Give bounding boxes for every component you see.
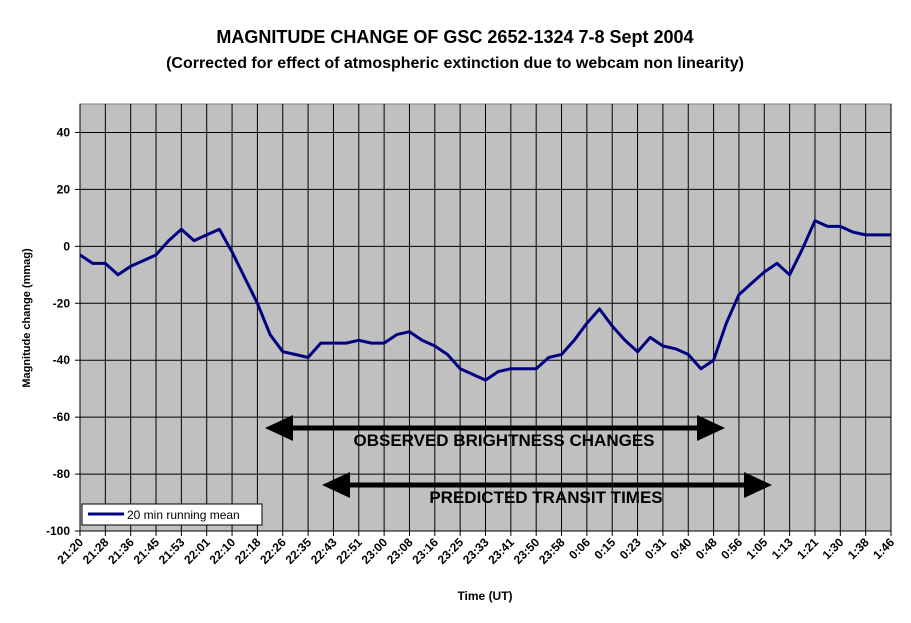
annotation: PREDICTED TRANSIT TIMES: [429, 488, 662, 507]
x-tick-label: 23:08: [384, 535, 416, 567]
y-tick-label: 20: [57, 182, 71, 196]
x-tick-label: 22:10: [207, 535, 239, 567]
x-tick-label: 0:48: [693, 535, 720, 562]
x-tick-label: 21:36: [105, 535, 137, 567]
x-axis-label: Time (UT): [457, 589, 512, 603]
x-tick-label: 21:20: [55, 535, 87, 567]
x-tick-label: 0:23: [617, 535, 644, 562]
y-tick-label: -20: [53, 296, 71, 310]
x-tick-label: 22:35: [283, 535, 315, 567]
x-tick-label: 1:21: [794, 535, 821, 562]
x-tick-label: 1:05: [744, 535, 771, 562]
chart-subtitle: (Corrected for effect of atmospheric ext…: [166, 55, 744, 72]
x-tick-label: 22:51: [333, 535, 365, 567]
x-tick-label: 0:56: [718, 535, 745, 562]
x-tick-label: 23:25: [435, 535, 467, 567]
y-tick-label: 0: [63, 239, 70, 253]
x-tick-label: 0:15: [591, 535, 618, 562]
y-tick-label: -60: [53, 410, 71, 424]
legend: 20 min running mean: [81, 503, 263, 526]
y-tick-label: -100: [46, 524, 70, 538]
x-tick-label: 21:28: [80, 535, 112, 567]
x-tick-label: 0:06: [566, 535, 593, 562]
x-tick-label: 0:31: [642, 535, 669, 562]
x-tick-label: 21:45: [131, 535, 163, 567]
data-line: [79, 219, 891, 382]
x-tick-label: 22:26: [257, 535, 289, 567]
x-tick-label: 0:40: [667, 535, 694, 562]
legend-box: [81, 503, 263, 526]
x-tick-label: 1:46: [870, 535, 897, 562]
x-tick-label: 23:41: [485, 535, 517, 567]
y-tick-label: 40: [57, 125, 71, 139]
x-tick-label: 22:18: [232, 535, 264, 567]
annotation: OBSERVED BRIGHTNESS CHANGES: [353, 431, 654, 450]
arrow-head: [744, 472, 772, 498]
x-tick-label: 23:58: [536, 535, 568, 567]
arrow-head: [265, 415, 293, 441]
x-tick-label: 1:38: [845, 535, 872, 562]
chart-title: MAGNITUDE CHANGE OF GSC 2652-1324 7-8 Se…: [216, 27, 693, 47]
x-tick-label: 23:00: [359, 535, 391, 567]
x-tick-label: 1:30: [820, 535, 847, 562]
arrow-head: [322, 472, 350, 498]
x-tick-label: 22:01: [181, 535, 213, 567]
x-tick-label: 23:33: [460, 535, 492, 567]
legend-label: 20 min running mean: [127, 508, 240, 522]
x-tick-label: 23:50: [511, 535, 543, 567]
y-tick-label: -80: [53, 467, 71, 481]
x-tick-label: 1:13: [769, 535, 796, 562]
y-tick-label: -40: [53, 353, 71, 367]
x-tick-label: 22:43: [308, 535, 340, 567]
arrow-head: [697, 415, 725, 441]
x-tick-label: 21:53: [156, 535, 188, 567]
x-tick-label: 23:16: [409, 535, 441, 567]
y-axis-label: Magnitude change (mmag): [21, 248, 33, 388]
